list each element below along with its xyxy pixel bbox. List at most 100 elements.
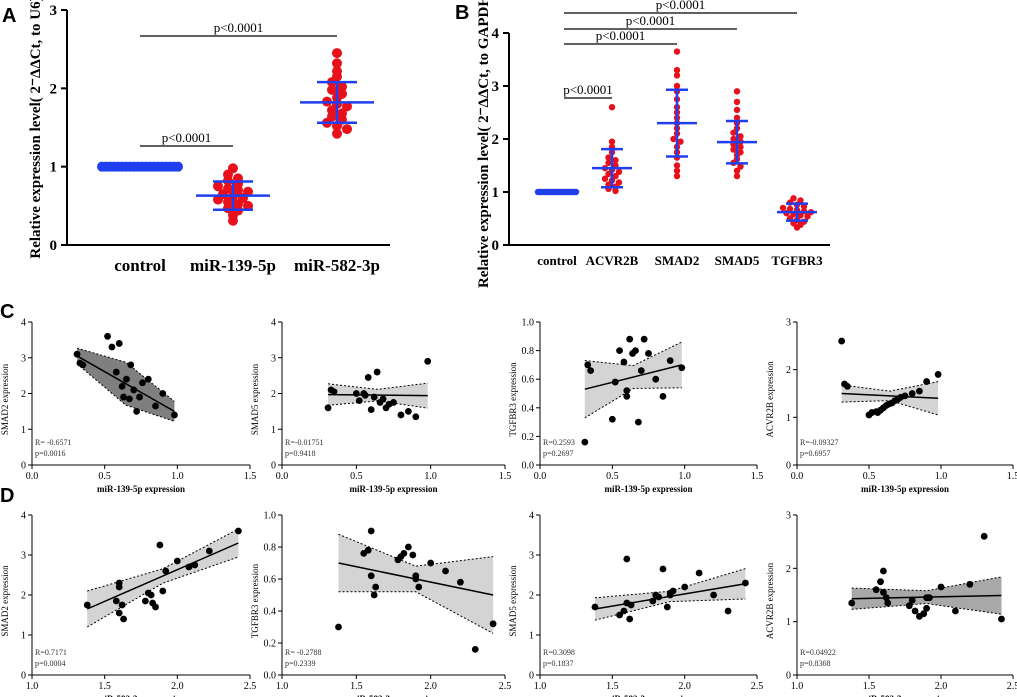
chart-c1: 0 1 2 3 4 0.0 0.5 1.0 1.5 miR-139-5p expression SM… [0, 318, 256, 495]
panel-letter-a: A [2, 5, 16, 27]
data-point [173, 161, 183, 172]
data-point [920, 610, 928, 618]
correlation-r: R=0.3098 [543, 648, 575, 657]
y-tick-label: 2 [786, 365, 791, 376]
data-point [737, 163, 744, 170]
y-tick-label: 1 [529, 631, 534, 642]
data-point [730, 135, 737, 143]
data-point [355, 397, 363, 405]
category-label: miR-582-3p [294, 256, 380, 275]
data-point [342, 124, 352, 135]
data-point [797, 197, 804, 204]
x-tick-label: 2.0 [935, 681, 948, 692]
data-point [733, 106, 741, 114]
data-point [880, 588, 887, 596]
data-point [637, 367, 645, 375]
data-point [112, 597, 120, 605]
y-tick-label: 0 [786, 671, 791, 682]
data-point [733, 98, 741, 106]
data-point [952, 607, 959, 615]
data-point [330, 388, 338, 396]
data-point [228, 215, 238, 226]
confidence-upper [76, 347, 175, 402]
x-tick-label: 1.5 [1007, 471, 1017, 482]
data-point [615, 179, 623, 186]
confidence-band [77, 348, 175, 422]
chart-d1: 0 1 2 3 4 1.0 1.5 2.0 2.5 miR-582-3p expression SM… [0, 511, 256, 697]
data-point [332, 128, 342, 139]
x-axis-label: miR-582-3p expression [349, 694, 437, 697]
data-point [673, 66, 681, 74]
data-point [489, 620, 497, 628]
y-axis-label: Relative expression level( 2⁻ΔΔCt, to U6… [28, 0, 44, 259]
data-point [612, 157, 619, 164]
data-point [361, 391, 369, 399]
y-tick-label: 2 [21, 389, 26, 400]
data-point [424, 357, 432, 365]
data-point [415, 583, 423, 591]
y-tick-label: 1.0 [522, 318, 535, 329]
y-tick-label: 2 [492, 132, 500, 148]
data-point [471, 646, 479, 653]
y-tick-label: 0.4 [522, 403, 535, 414]
correlation-p: p=0.9418 [285, 449, 316, 458]
data-point [342, 101, 352, 112]
correlation-r: R=-0.09327 [800, 438, 839, 447]
y-tick-label: 1 [492, 185, 500, 201]
y-tick-label: 3 [271, 353, 276, 364]
data-point [733, 167, 741, 174]
x-tick-label: 1.5 [751, 471, 764, 482]
correlation-p: p=0.2339 [285, 659, 316, 668]
data-point [659, 392, 667, 400]
data-point [130, 386, 138, 394]
y-tick-label: 0.6 [522, 375, 535, 386]
x-tick-label: 0.0 [276, 471, 289, 482]
chart-c3: 0.0 0.2 0.4 0.6 0.8 1.0 0.0 0.5 1.0 1.5 miR-139-5p… [508, 318, 763, 495]
significance-label: p<0.0001 [214, 20, 264, 35]
data-point [397, 411, 405, 419]
y-tick-label: 0.4 [264, 607, 277, 618]
chart-d2: 0.0 0.2 0.4 0.6 0.8 1.0 1.0 1.5 2.0 2.5 miR-582-3p… [250, 511, 511, 697]
data-point [616, 347, 623, 354]
data-point [327, 84, 337, 95]
x-tick-label: 1.0 [791, 681, 804, 692]
data-point [626, 335, 634, 343]
data-point [673, 48, 681, 55]
data-point [666, 589, 674, 597]
panel-letter-d: D [0, 485, 14, 507]
data-point [118, 382, 126, 390]
y-tick-label: 4 [21, 318, 26, 329]
data-point [185, 563, 193, 571]
x-tick-label: 1.0 [26, 681, 39, 692]
data-point [880, 567, 887, 575]
correlation-r: R=-0.01751 [285, 438, 324, 447]
significance-label: p<0.0001 [563, 82, 613, 97]
confidence-band [841, 381, 939, 415]
data-point [442, 567, 449, 575]
data-point [634, 418, 642, 426]
data-point [404, 543, 412, 551]
data-point [916, 387, 923, 395]
data-point [364, 546, 372, 554]
x-axis-label: miR-582-3p expression [861, 694, 949, 697]
data-point [141, 597, 149, 605]
y-tick-label: 1 [786, 617, 791, 628]
x-tick-label: 2.0 [678, 681, 691, 692]
data-point [838, 337, 846, 345]
data-point [400, 550, 408, 557]
chart-d3: 0 1 2 3 4 1.0 1.5 2.0 2.5 miR-582-3p expression SM… [508, 511, 763, 697]
data-point [115, 609, 123, 617]
data-point [112, 368, 120, 376]
data-point [324, 404, 332, 412]
data-point [923, 604, 930, 612]
regression-line [76, 355, 175, 413]
chart-c4: 0 1 2 3 0.0 0.5 1.0 1.5 miR-139-5p expression ACV… [765, 318, 1017, 495]
data-point [608, 415, 616, 423]
y-tick-label: 3 [529, 551, 534, 562]
data-point [882, 594, 890, 602]
category-label: TGFBR3 [771, 253, 823, 268]
x-axis-label: miR-139-5p expression [861, 484, 949, 494]
data-point [243, 200, 253, 211]
x-tick-label: 1.5 [98, 681, 111, 692]
data-point [923, 594, 930, 602]
